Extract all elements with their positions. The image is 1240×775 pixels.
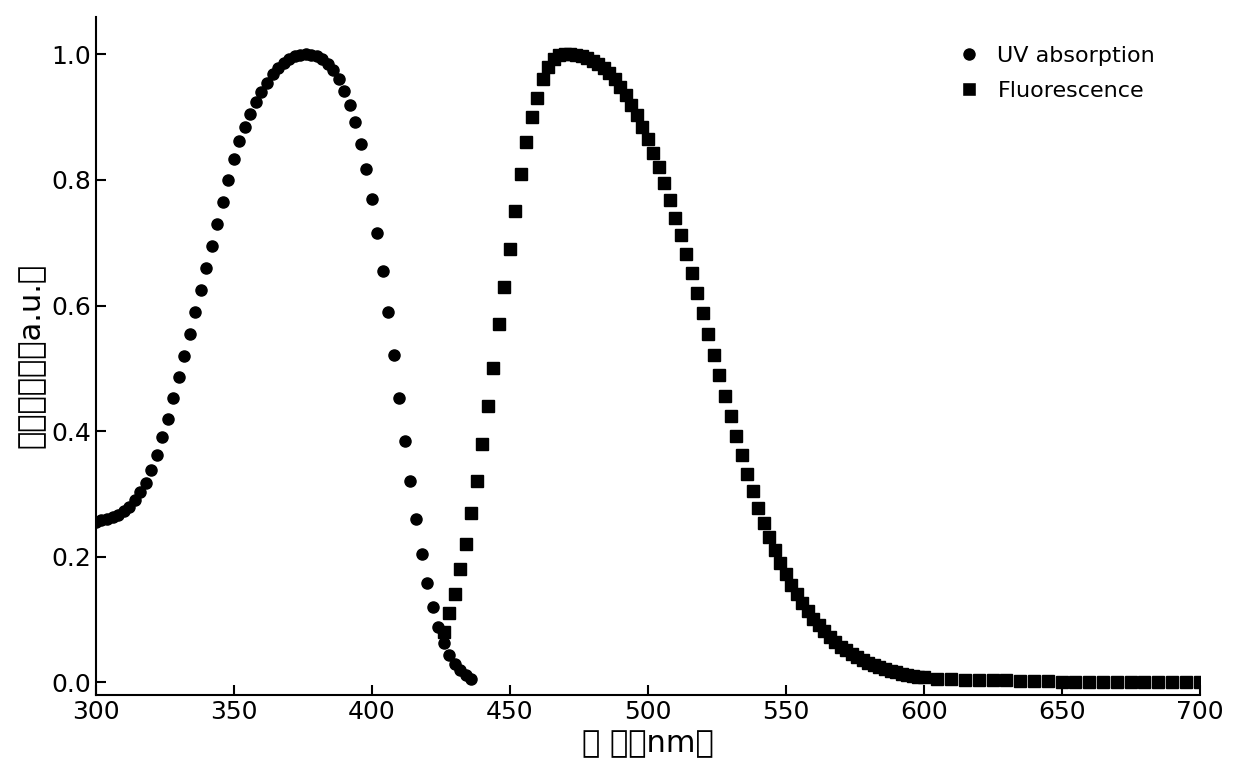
Y-axis label: 归一化强度（a.u.）: 归一化强度（a.u.） — [16, 264, 46, 449]
X-axis label: 波 长（nm）: 波 长（nm） — [582, 729, 713, 758]
Legend: UV absorption, Fluorescence: UV absorption, Fluorescence — [946, 35, 1167, 112]
